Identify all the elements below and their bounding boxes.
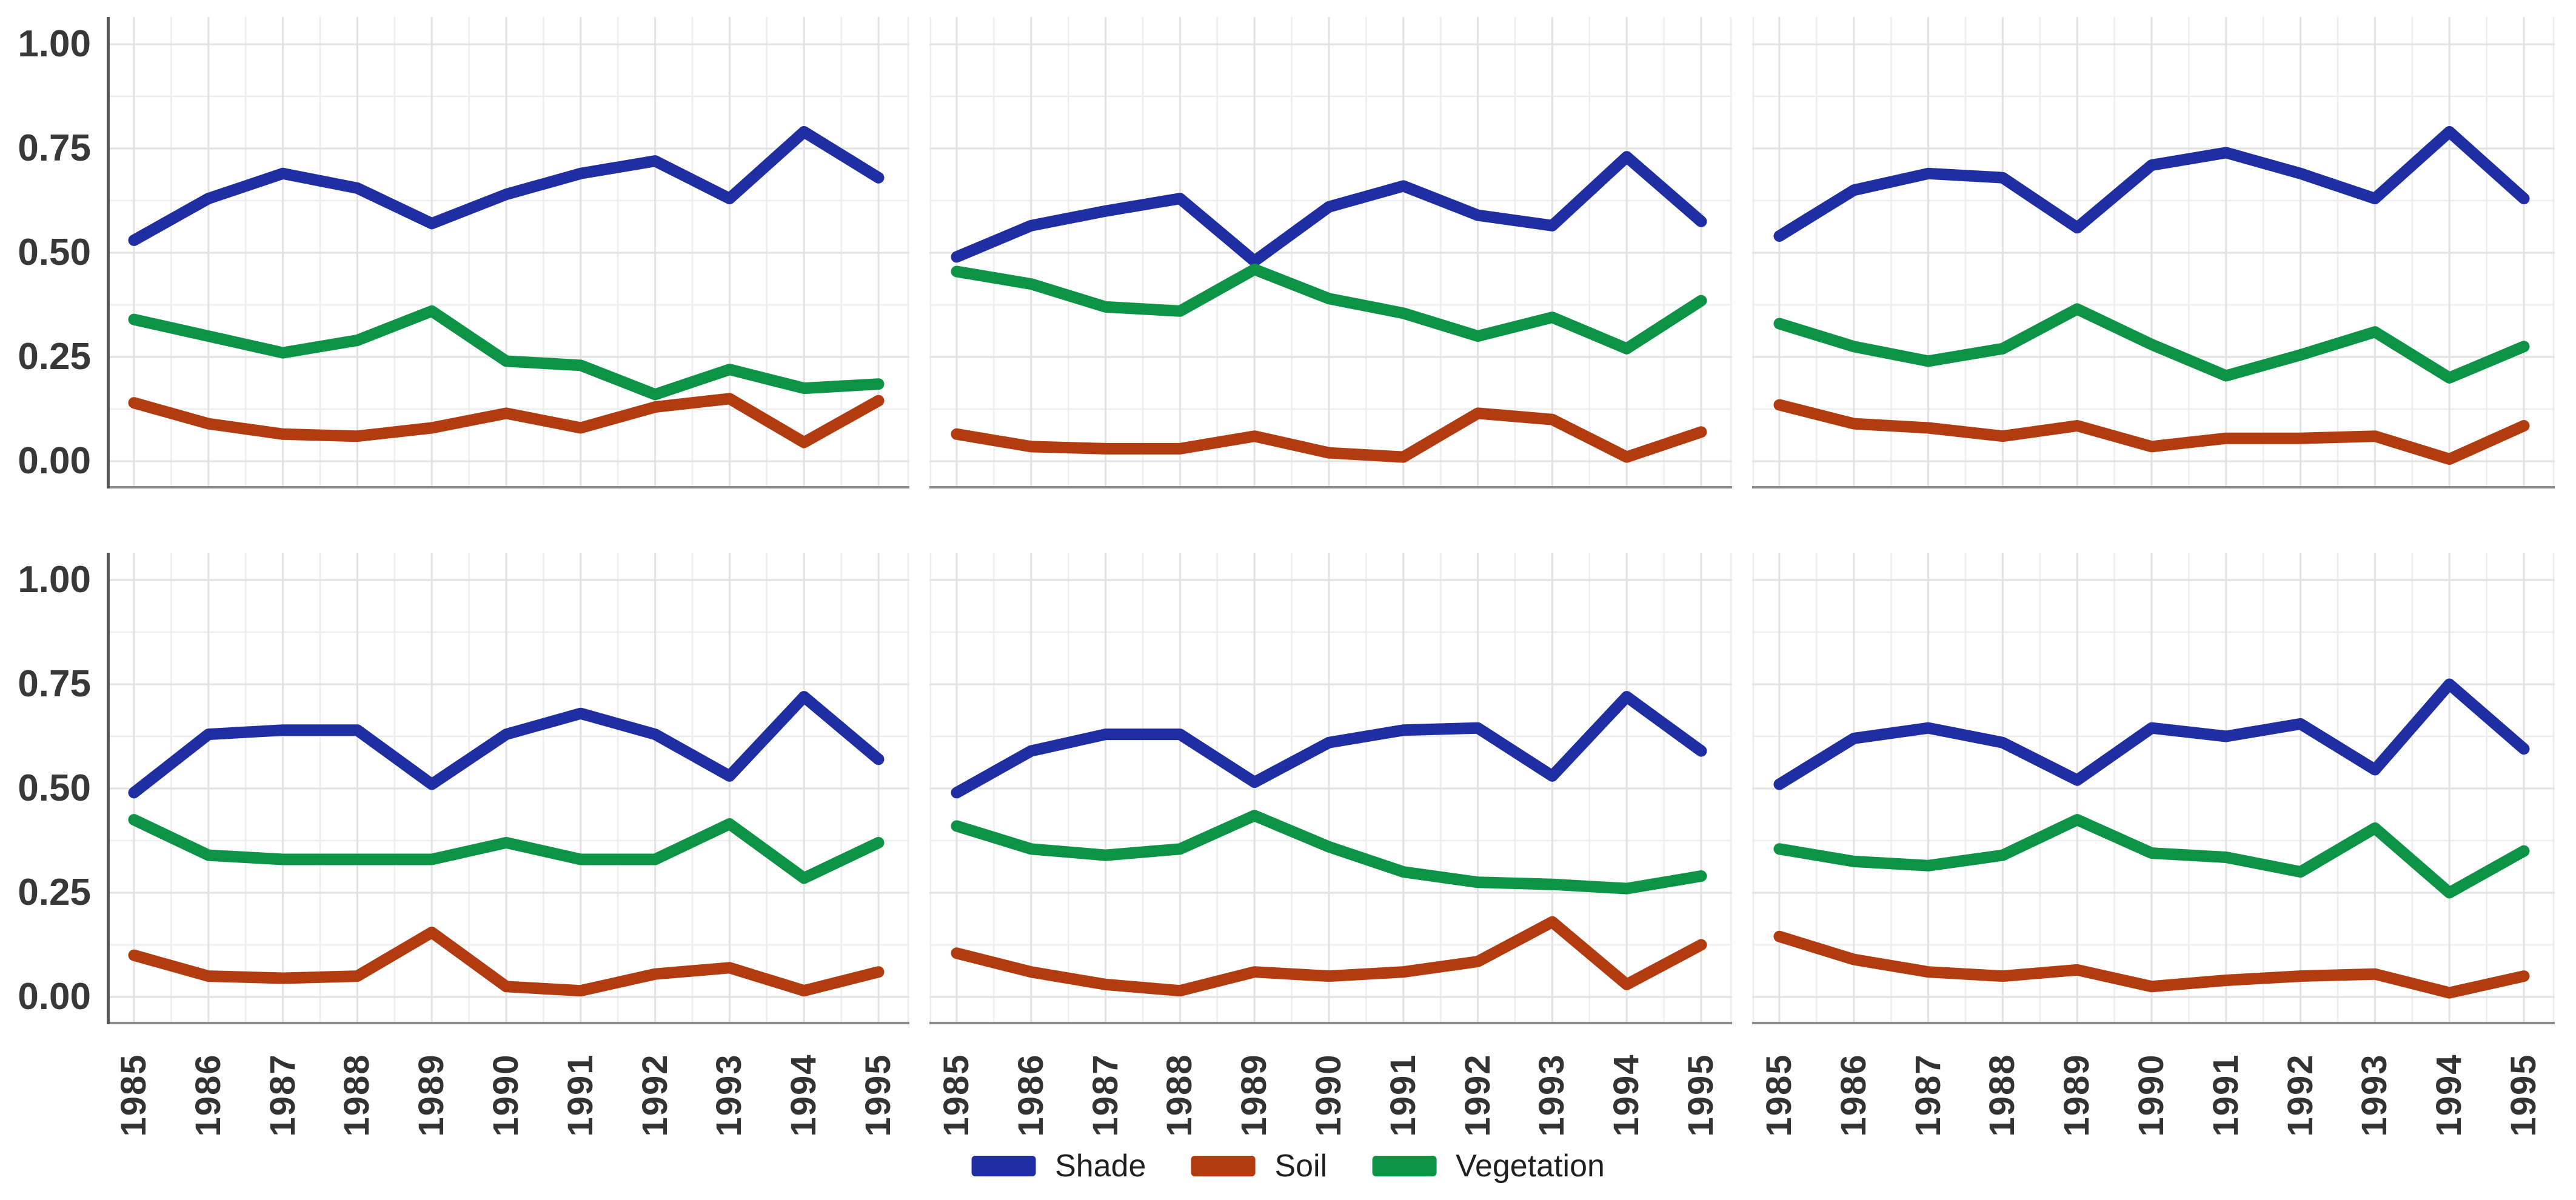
x-axis-tick-label: 1986 <box>1011 1053 1051 1137</box>
soil-line <box>128 393 885 448</box>
legend-swatch-shade-icon <box>971 1156 1036 1176</box>
y-axis-tick-label: 0.00 <box>18 440 91 482</box>
x-axis-tick-label: 1992 <box>2280 1053 2320 1137</box>
x-axis-tick-label: 1988 <box>337 1053 377 1137</box>
y-axis-tick-label: 0.25 <box>18 336 91 378</box>
x-axis-tick-label: 1991 <box>2206 1053 2246 1137</box>
legend-swatch-vegetation-icon <box>1372 1156 1437 1176</box>
panel-top-left <box>107 17 909 488</box>
y-axis-tick-label: 0.75 <box>18 127 91 169</box>
x-axis-tick-label: 1992 <box>1457 1053 1497 1137</box>
y-axis-tick-label: 0.25 <box>18 872 91 913</box>
x-axis-tick-label: 1993 <box>2355 1053 2395 1137</box>
x-axis-tick-label: 1989 <box>2057 1053 2097 1137</box>
x-axis-tick-label: 1988 <box>1160 1053 1200 1137</box>
soil-line <box>128 926 885 997</box>
x-axis-tick-label: 1994 <box>784 1053 824 1137</box>
x-axis-tick-label: 1990 <box>1309 1053 1348 1137</box>
x-axis-tick-label: 1990 <box>486 1053 526 1137</box>
x-axis-tick-label: 1992 <box>635 1053 675 1137</box>
shade-line <box>951 691 1707 799</box>
x-axis-tick-label: 1993 <box>709 1053 749 1137</box>
x-axis-tick-label: 1994 <box>2429 1053 2469 1137</box>
soil-line <box>1773 399 2530 465</box>
x-axis-tick-label: 1994 <box>1607 1053 1647 1137</box>
x-axis-tick-label: 1990 <box>2132 1053 2171 1137</box>
panel-plot-bottom-right <box>1752 553 2555 1024</box>
panel-plot-top-middle <box>929 17 1732 488</box>
x-axis-tick-label: 1989 <box>412 1053 452 1137</box>
y-axis-tick-label: 0.50 <box>18 767 91 809</box>
panel-plot-bottom-middle <box>929 553 1732 1024</box>
shade-line <box>1773 126 2530 242</box>
x-axis-tick-label: 1993 <box>1532 1053 1572 1137</box>
x-axis-tick-label: 1988 <box>1982 1053 2022 1137</box>
vegetation-line <box>128 305 885 401</box>
shade-line <box>128 691 885 799</box>
x-axis-tick-label: 1995 <box>858 1053 898 1137</box>
legend-item-vegetation: Vegetation <box>1372 1150 1605 1182</box>
x-axis-tick-label: 1986 <box>1833 1053 1873 1137</box>
panel-bottom-left <box>107 553 909 1024</box>
vegetation-line <box>951 264 1707 355</box>
soil-line <box>951 407 1707 463</box>
panel-bottom-right <box>1752 553 2555 1024</box>
panel-bottom-middle <box>929 553 1732 1024</box>
x-axis-tick-label: 1985 <box>937 1053 976 1137</box>
vegetation-line <box>1773 303 2530 384</box>
x-axis-tick-label: 1985 <box>1759 1053 1799 1137</box>
y-axis-tick-label: 0.75 <box>18 663 91 705</box>
x-axis-tick-label: 1989 <box>1234 1053 1274 1137</box>
x-axis-tick-label: 1987 <box>263 1053 303 1137</box>
legend-item-shade: Shade <box>971 1150 1146 1182</box>
x-axis-tick-label: 1995 <box>2504 1053 2543 1137</box>
soil-line <box>1773 930 2530 999</box>
panel-plot-top-left <box>107 17 909 488</box>
legend-item-soil: Soil <box>1191 1150 1327 1182</box>
legend-label-shade: Shade <box>1055 1148 1146 1184</box>
panel-top-right <box>1752 17 2555 488</box>
legend-label-vegetation: Vegetation <box>1456 1148 1605 1184</box>
y-axis-tick-label: 0.00 <box>18 976 91 1018</box>
vegetation-line <box>128 814 885 884</box>
shade-line <box>128 126 885 246</box>
legend-swatch-soil-icon <box>1191 1156 1256 1176</box>
legend: Shade Soil Vegetation <box>971 1150 1605 1182</box>
x-axis-tick-label: 1987 <box>1085 1053 1125 1137</box>
shade-line <box>1773 678 2530 790</box>
vegetation-line <box>951 810 1707 895</box>
x-axis-tick-label: 1995 <box>1681 1053 1721 1137</box>
shade-line <box>951 151 1707 267</box>
y-axis-tick-label: 1.00 <box>18 23 91 65</box>
y-axis-tick-label: 0.50 <box>18 232 91 273</box>
soil-line <box>951 916 1707 997</box>
x-axis-tick-label: 1991 <box>560 1053 600 1137</box>
x-axis-tick-label: 1985 <box>114 1053 153 1137</box>
panel-plot-bottom-left <box>107 553 909 1024</box>
vegetation-line <box>1773 814 2530 899</box>
x-axis-tick-label: 1986 <box>188 1053 228 1137</box>
panel-top-middle <box>929 17 1732 488</box>
legend-label-soil: Soil <box>1274 1148 1328 1184</box>
x-axis-tick-label: 1991 <box>1383 1053 1423 1137</box>
x-axis-tick-label: 1987 <box>1908 1053 1948 1137</box>
panel-plot-top-right <box>1752 17 2555 488</box>
y-axis-tick-label: 1.00 <box>18 559 91 601</box>
